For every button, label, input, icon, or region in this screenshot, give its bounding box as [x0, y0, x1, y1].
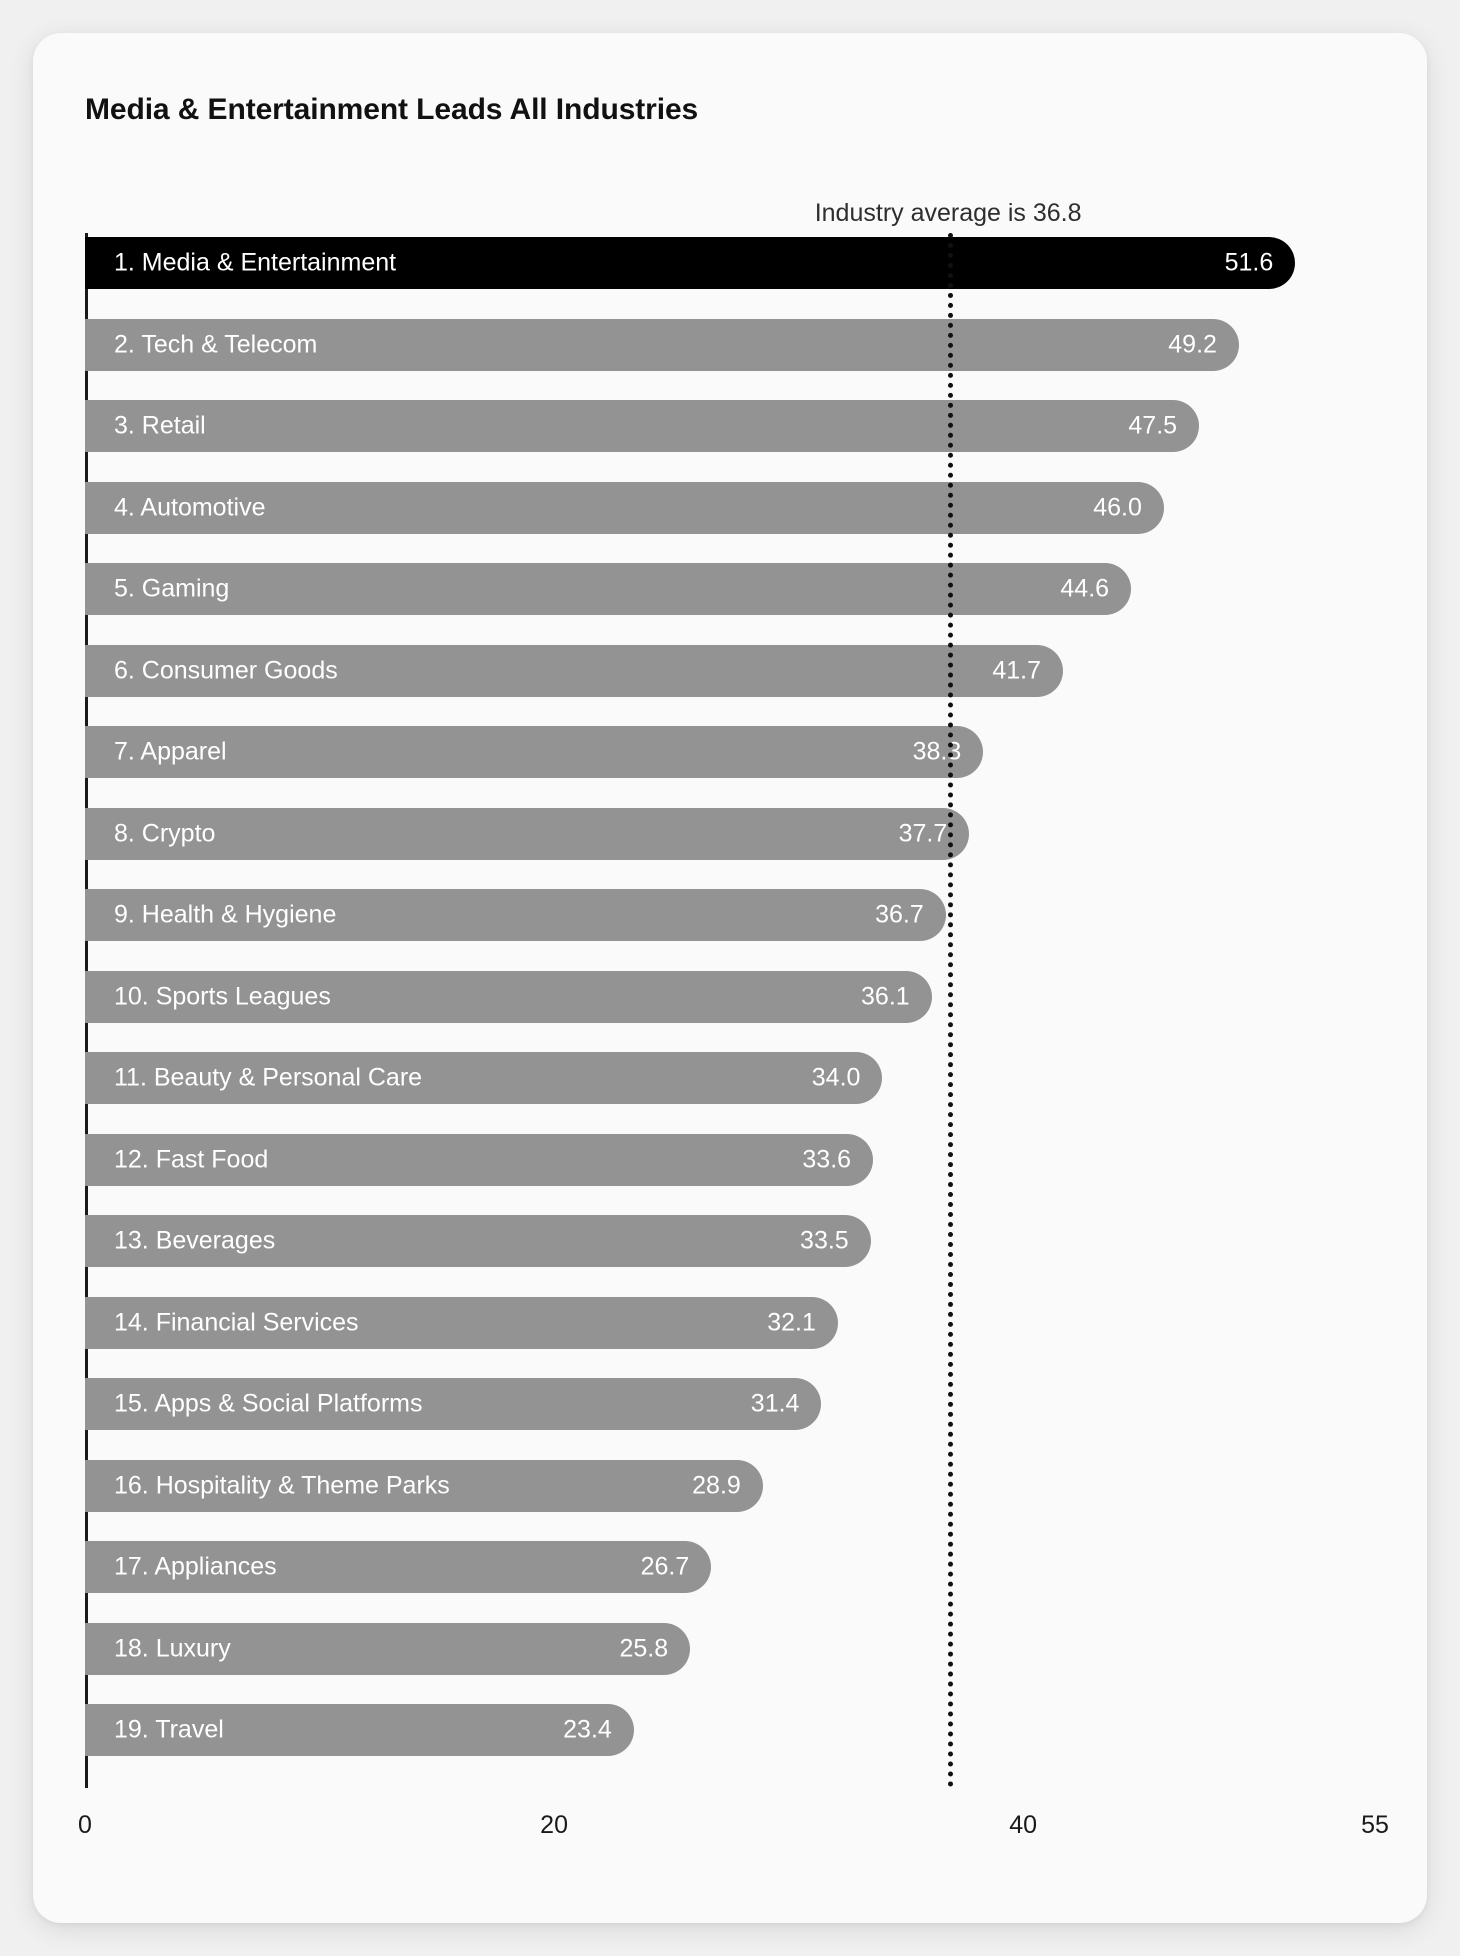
bar-category-label: 17. Appliances — [114, 1552, 277, 1581]
bar-value-label: 46.0 — [1093, 493, 1142, 521]
bar[interactable]: 15. Apps & Social Platforms 31.4 — [85, 1378, 822, 1430]
bar-value-label: 37.7 — [898, 819, 948, 847]
bar-value-label: 49.2 — [1168, 330, 1217, 358]
bar[interactable]: 17. Appliances 26.7 — [85, 1541, 712, 1593]
bar-row[interactable]: 11. Beauty & Personal Care 34.0 — [85, 1052, 1375, 1104]
bar-value-label: 33.6 — [802, 1145, 852, 1173]
bar-row[interactable]: 5. Gaming 44.6 — [85, 563, 1375, 615]
bar-row[interactable]: 12. Fast Food 33.6 — [85, 1133, 1375, 1186]
bar[interactable]: 6. Consumer Goods 41.7 — [85, 644, 1064, 697]
bar-row[interactable]: 14. Financial Services 32.1 — [85, 1296, 1375, 1349]
bar-category-label: 7. Apparel — [114, 737, 227, 766]
bar-category-label: 11. Beauty & Personal Care — [114, 1063, 423, 1092]
bar-category-label: 2. Tech & Telecom — [114, 330, 318, 358]
bar[interactable]: 8. Crypto 37.7 — [85, 807, 970, 860]
bar-list: 1. Media & Entertainment 51.6 2. Tech & Te… — [85, 233, 1375, 1788]
bar-row[interactable]: 6. Consumer Goods 41.7 — [85, 644, 1375, 697]
bar-row[interactable]: 2. Tech & Telecom 49.2 — [85, 318, 1375, 371]
bar-value-label: 23.4 — [563, 1715, 612, 1744]
chart-card: Media & Entertainment Leads All Industri… — [33, 33, 1427, 1923]
bar-category-label: 5. Gaming — [114, 574, 230, 603]
bar-row[interactable]: 3. Retail 47.5 — [85, 400, 1375, 452]
bar-category-label: 8. Crypto — [114, 819, 216, 847]
bar-value-label: 47.5 — [1128, 411, 1178, 440]
bar-category-label: 10. Sports Leagues — [114, 982, 331, 1010]
bar-row[interactable]: 13. Beverages 33.5 — [85, 1215, 1375, 1267]
bar-category-label: 3. Retail — [114, 411, 206, 440]
bar[interactable]: 16. Hospitality & Theme Parks 28.9 — [85, 1459, 763, 1512]
bar-value-label: 51.6 — [1224, 248, 1274, 277]
bar-row[interactable]: 8. Crypto 37.7 — [85, 807, 1375, 860]
x-axis-tick-label: 40 — [1009, 1811, 1038, 1839]
bar-category-label: 12. Fast Food — [114, 1145, 269, 1173]
bar-value-label: 25.8 — [619, 1634, 669, 1662]
bar-category-label: 13. Beverages — [114, 1226, 276, 1255]
bar-value-label: 38.3 — [912, 737, 962, 766]
bar[interactable]: 14. Financial Services 32.1 — [85, 1296, 838, 1349]
bar-value-label: 28.9 — [692, 1471, 741, 1499]
bar[interactable]: 9. Health & Hygiene 36.7 — [85, 889, 946, 941]
bar-category-label: 9. Health & Hygiene — [114, 900, 337, 929]
bar[interactable]: 19. Travel 23.4 — [85, 1704, 634, 1756]
average-reference-line — [948, 233, 954, 1788]
bar-row[interactable]: 10. Sports Leagues 36.1 — [85, 970, 1375, 1023]
bar[interactable]: 3. Retail 47.5 — [85, 400, 1200, 452]
bar-category-label: 19. Travel — [114, 1715, 224, 1744]
bar-value-label: 34.0 — [811, 1063, 861, 1092]
bar-value-label: 31.4 — [750, 1389, 800, 1418]
bar-category-label: 1. Media & Entertainment — [114, 248, 397, 277]
bar[interactable]: 4. Automotive 46.0 — [85, 481, 1164, 534]
bar-row[interactable]: 18. Luxury 25.8 — [85, 1622, 1375, 1675]
bar-category-label: 15. Apps & Social Platforms — [114, 1389, 423, 1418]
bar[interactable]: 5. Gaming 44.6 — [85, 563, 1132, 615]
plot-area: 1. Media & Entertainment 51.6 2. Tech & Te… — [85, 233, 1375, 1788]
bar-value-label: 33.5 — [800, 1226, 849, 1255]
bar[interactable]: 1. Media & Entertainment 51.6 — [85, 237, 1296, 289]
bar-row[interactable]: 16. Hospitality & Theme Parks 28.9 — [85, 1459, 1375, 1512]
x-axis-tick-label: 20 — [540, 1811, 568, 1839]
bar-row[interactable]: 1. Media & Entertainment 51.6 — [85, 237, 1375, 289]
bar[interactable]: 12. Fast Food 33.6 — [85, 1133, 874, 1186]
bar-row[interactable]: 7. Apparel 38.3 — [85, 726, 1375, 778]
average-annotation-label: Industry average is 36.8 — [814, 199, 1082, 227]
bar-category-label: 4. Automotive — [114, 493, 266, 521]
bar[interactable]: 10. Sports Leagues 36.1 — [85, 970, 932, 1023]
bar-category-label: 14. Financial Services — [114, 1308, 359, 1336]
bar-row[interactable]: 4. Automotive 46.0 — [85, 481, 1375, 534]
bar-row[interactable]: 15. Apps & Social Platforms 31.4 — [85, 1378, 1375, 1430]
bar-category-label: 16. Hospitality & Theme Parks — [114, 1471, 450, 1499]
bar[interactable]: 11. Beauty & Personal Care 34.0 — [85, 1052, 883, 1104]
bar-category-label: 18. Luxury — [114, 1634, 231, 1662]
bar-row[interactable]: 19. Travel 23.4 — [85, 1704, 1375, 1756]
bar[interactable]: 7. Apparel 38.3 — [85, 726, 984, 778]
page-title: Media & Entertainment Leads All Industri… — [85, 93, 699, 126]
bar[interactable]: 2. Tech & Telecom 49.2 — [85, 318, 1239, 371]
bar-row[interactable]: 17. Appliances 26.7 — [85, 1541, 1375, 1593]
bar-value-label: 36.7 — [875, 900, 924, 929]
bar[interactable]: 13. Beverages 33.5 — [85, 1215, 871, 1267]
bar-value-label: 41.7 — [992, 656, 1042, 684]
x-axis-tick-label: 0 — [78, 1811, 92, 1839]
bar-row[interactable]: 9. Health & Hygiene 36.7 — [85, 889, 1375, 941]
bar[interactable]: 18. Luxury 25.8 — [85, 1622, 691, 1675]
x-axis: 0 20 40 55 — [78, 1811, 1389, 1851]
bar-value-label: 36.1 — [861, 982, 910, 1010]
x-axis-tick-label: 55 — [1361, 1811, 1389, 1839]
bar-value-label: 26.7 — [640, 1552, 690, 1581]
bar-value-label: 32.1 — [767, 1308, 816, 1336]
bar-category-label: 6. Consumer Goods — [114, 656, 338, 684]
bar-value-label: 44.6 — [1060, 574, 1110, 603]
